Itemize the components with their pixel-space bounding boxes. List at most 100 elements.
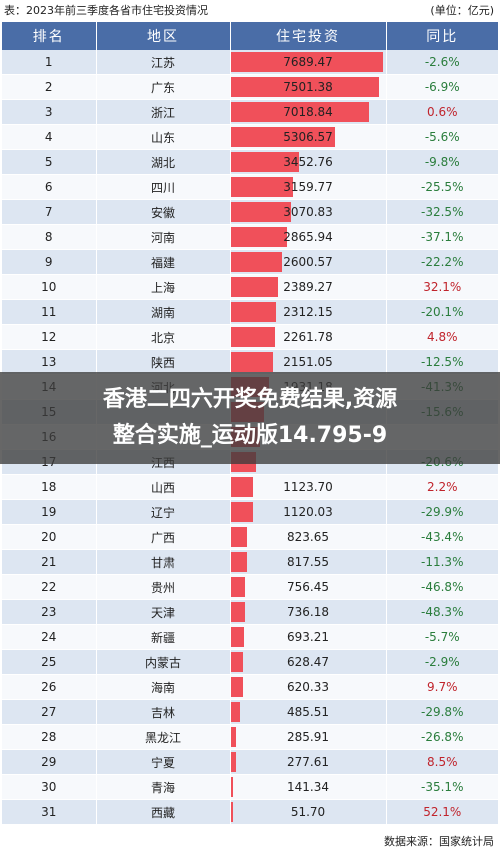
investment-cell: 2312.15 (230, 299, 387, 325)
yoy-cell: -46.8% (386, 574, 498, 600)
yoy-cell: 8.5% (386, 749, 498, 775)
investment-cell: 2389.27 (230, 274, 387, 300)
yoy-cell: -12.5% (386, 349, 498, 375)
investment-bar (230, 352, 274, 372)
investment-value: 2600.57 (283, 255, 333, 269)
table-row: 23 天津 736.18 -48.3% (2, 599, 498, 625)
investment-value: 277.61 (287, 755, 329, 769)
investment-value: 7689.47 (283, 55, 333, 69)
investment-bar (230, 677, 243, 697)
region-cell: 贵州 (96, 574, 231, 600)
investment-value: 2312.15 (283, 305, 333, 319)
header-rank: 排名 (2, 22, 97, 50)
investment-value: 1123.70 (283, 480, 333, 494)
yoy-cell: -20.1% (386, 299, 498, 325)
table-row: 25 内蒙古 628.47 -2.9% (2, 649, 498, 675)
region-cell: 吉林 (96, 699, 231, 725)
investment-value: 51.70 (290, 805, 326, 819)
investment-value: 693.21 (287, 630, 329, 644)
yoy-cell: -6.9% (386, 74, 498, 100)
table-row: 30 青海 141.34 -35.1% (2, 774, 498, 800)
table-row: 13 陕西 2151.05 -12.5% (2, 349, 498, 375)
table-row: 24 新疆 693.21 -5.7% (2, 624, 498, 650)
investment-cell: 3070.83 (230, 199, 387, 225)
table-row: 6 四川 3159.77 -25.5% (2, 174, 498, 200)
investment-value: 5306.57 (283, 130, 333, 144)
yoy-cell: -29.8% (386, 699, 498, 725)
rank-cell: 27 (2, 699, 97, 725)
investment-bar (230, 602, 246, 622)
yoy-cell: -32.5% (386, 199, 498, 225)
investment-cell: 1120.03 (230, 499, 387, 525)
investment-cell: 3452.76 (230, 149, 387, 175)
rank-cell: 28 (2, 724, 97, 750)
region-cell: 上海 (96, 274, 231, 300)
table-row: 26 海南 620.33 9.7% (2, 674, 498, 700)
investment-value: 620.33 (287, 680, 329, 694)
investment-value: 817.55 (287, 555, 329, 569)
investment-value: 736.18 (287, 605, 329, 619)
table-row: 19 辽宁 1120.03 -29.9% (2, 499, 498, 525)
rank-cell: 20 (2, 524, 97, 550)
investment-value: 2261.78 (283, 330, 333, 344)
investment-bar (230, 277, 278, 297)
investment-cell: 693.21 (230, 624, 387, 650)
investment-cell: 485.51 (230, 699, 387, 725)
rank-cell: 24 (2, 624, 97, 650)
yoy-cell: 0.6% (386, 99, 498, 125)
investment-cell: 285.91 (230, 724, 387, 750)
table-row: 12 北京 2261.78 4.8% (2, 324, 498, 350)
rank-cell: 11 (2, 299, 97, 325)
investment-cell: 5306.57 (230, 124, 387, 150)
table-row: 9 福建 2600.57 -22.2% (2, 249, 498, 275)
rank-cell: 30 (2, 774, 97, 800)
investment-bar (230, 252, 282, 272)
investment-value: 3452.76 (283, 155, 333, 169)
investment-bar (230, 727, 237, 747)
rank-cell: 8 (2, 224, 97, 250)
investment-cell: 2261.78 (230, 324, 387, 350)
region-cell: 内蒙古 (96, 649, 231, 675)
table-row: 10 上海 2389.27 32.1% (2, 274, 498, 300)
investment-bar (230, 752, 236, 772)
investment-bar (230, 777, 234, 797)
investment-bar (230, 302, 277, 322)
investment-value: 3070.83 (283, 205, 333, 219)
investment-value: 2865.94 (283, 230, 333, 244)
rank-cell: 26 (2, 674, 97, 700)
region-cell: 浙江 (96, 99, 231, 125)
region-cell: 黑龙江 (96, 724, 231, 750)
investment-bar (230, 652, 243, 672)
investment-bar (230, 577, 246, 597)
investment-cell: 823.65 (230, 524, 387, 550)
region-cell: 河南 (96, 224, 231, 250)
region-cell: 海南 (96, 674, 231, 700)
rank-cell: 12 (2, 324, 97, 350)
header-row: 排名 地区 住宅投资 同比 (2, 22, 498, 50)
region-cell: 安徽 (96, 199, 231, 225)
region-cell: 新疆 (96, 624, 231, 650)
region-cell: 湖北 (96, 149, 231, 175)
yoy-cell: -11.3% (386, 549, 498, 575)
table-row: 31 西藏 51.70 52.1% (2, 799, 498, 825)
investment-cell: 7689.47 (230, 50, 387, 75)
region-cell: 西藏 (96, 799, 231, 825)
rank-cell: 21 (2, 549, 97, 575)
table-row: 27 吉林 485.51 -29.8% (2, 699, 498, 725)
investment-value: 628.47 (287, 655, 329, 669)
investment-value: 485.51 (287, 705, 329, 719)
rank-cell: 9 (2, 249, 97, 275)
investment-bar (230, 152, 299, 172)
region-cell: 江苏 (96, 50, 231, 75)
yoy-cell: -29.9% (386, 499, 498, 525)
region-cell: 湖南 (96, 299, 231, 325)
investment-bar (230, 102, 370, 122)
overlay-banner: 香港二四六开奖免费结果,资源 整合实施_运动版14.795-9 (0, 372, 500, 464)
yoy-cell: 2.2% (386, 474, 498, 500)
investment-value: 1120.03 (283, 505, 333, 519)
investment-cell: 7018.84 (230, 99, 387, 125)
investment-value: 7018.84 (283, 105, 333, 119)
yoy-cell: -5.7% (386, 624, 498, 650)
region-cell: 广东 (96, 74, 231, 100)
investment-cell: 3159.77 (230, 174, 387, 200)
